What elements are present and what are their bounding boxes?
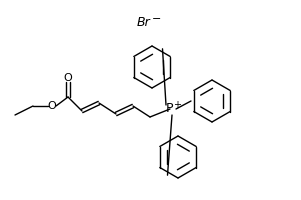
- Text: P: P: [166, 102, 174, 116]
- Text: −: −: [152, 14, 161, 24]
- Text: O: O: [48, 101, 56, 111]
- Text: +: +: [173, 100, 181, 110]
- Text: O: O: [64, 73, 72, 83]
- Text: Br: Br: [137, 16, 151, 28]
